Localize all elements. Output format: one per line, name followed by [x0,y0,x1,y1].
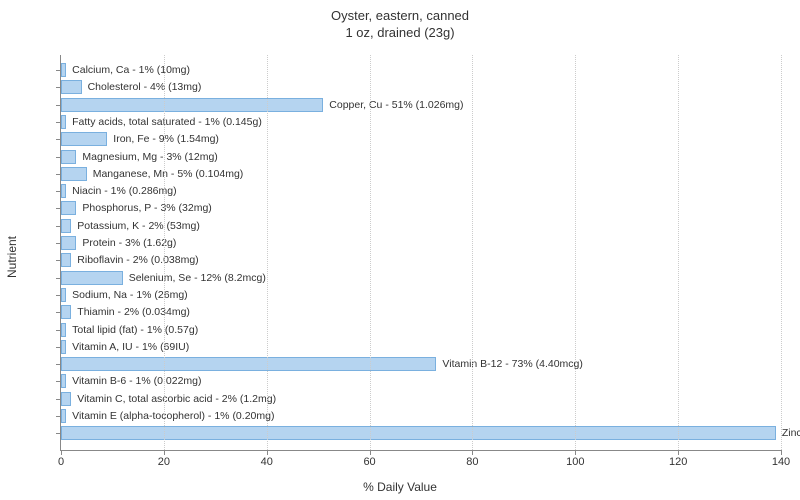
ytick-mark [56,122,61,123]
bar-label: Vitamin B-12 - 73% (4.40mcg) [436,357,582,371]
ytick-mark [56,330,61,331]
xtick-mark [267,450,268,455]
ytick-mark [56,191,61,192]
xtick-mark [472,450,473,455]
bar-label: Riboflavin - 2% (0.038mg) [71,253,198,267]
bar-label: Vitamin E (alpha-tocopherol) - 1% (0.20m… [66,409,274,423]
ytick-mark [56,433,61,434]
ytick-mark [56,226,61,227]
xtick-mark [370,450,371,455]
ytick-mark [56,312,61,313]
bar [61,305,71,319]
xtick-label: 60 [363,456,375,468]
bar-label: Vitamin C, total ascorbic acid - 2% (1.2… [71,392,276,406]
bar-label: Vitamin A, IU - 1% (69IU) [66,340,189,354]
xtick-label: 120 [669,456,687,468]
ytick-mark [56,70,61,71]
bar [61,80,82,94]
bar-label: Niacin - 1% (0.286mg) [66,184,176,198]
gridline [575,55,576,450]
ytick-mark [56,347,61,348]
bar [61,132,107,146]
bar-label: Thiamin - 2% (0.034mg) [71,305,190,319]
gridline [164,55,165,450]
xtick-label: 40 [261,456,273,468]
ytick-mark [56,208,61,209]
bar [61,201,76,215]
gridline [678,55,679,450]
xtick-mark [575,450,576,455]
bar-label: Total lipid (fat) - 1% (0.57g) [66,323,198,337]
ytick-mark [56,87,61,88]
y-axis-label: Nutrient [5,236,19,278]
ytick-mark [56,157,61,158]
bar-label: Selenium, Se - 12% (8.2mcg) [123,271,266,285]
chart-title: Oyster, eastern, canned 1 oz, drained (2… [0,0,800,42]
bar-label: Zinc, Zn - 139% (20.92mg) [776,426,800,440]
bar [61,167,87,181]
bar-label: Copper, Cu - 51% (1.026mg) [323,98,463,112]
gridline [781,55,782,450]
xtick-mark [164,450,165,455]
ytick-mark [56,105,61,106]
bar [61,253,71,267]
gridline [370,55,371,450]
bar [61,219,71,233]
xtick-mark [678,450,679,455]
bar [61,236,76,250]
ytick-mark [56,174,61,175]
bar-label: Sodium, Na - 1% (26mg) [66,288,188,302]
xtick-mark [61,450,62,455]
ytick-mark [56,243,61,244]
x-axis-label: % Daily Value [363,480,437,494]
bar [61,271,123,285]
ytick-mark [56,278,61,279]
bar-label: Vitamin B-6 - 1% (0.022mg) [66,374,201,388]
bar [61,98,323,112]
xtick-label: 0 [58,456,64,468]
ytick-mark [56,399,61,400]
gridline [472,55,473,450]
plot-area: Calcium, Ca - 1% (10mg) Cholesterol - 4% … [60,55,781,451]
xtick-label: 20 [158,456,170,468]
bar [61,150,76,164]
bar-label: Cholesterol - 4% (13mg) [82,80,202,94]
ytick-mark [56,364,61,365]
bar [61,392,71,406]
xtick-label: 100 [566,456,584,468]
title-line1: Oyster, eastern, canned [331,8,469,23]
ytick-mark [56,260,61,261]
ytick-mark [56,139,61,140]
ytick-mark [56,295,61,296]
xtick-label: 140 [772,456,790,468]
bar-label: Calcium, Ca - 1% (10mg) [66,63,190,77]
xtick-label: 80 [466,456,478,468]
bar [61,426,776,440]
bar-label: Phosphorus, P - 3% (32mg) [76,201,211,215]
bars-container: Calcium, Ca - 1% (10mg) Cholesterol - 4% … [61,55,781,450]
ytick-mark [56,416,61,417]
bar-label: Potassium, K - 2% (53mg) [71,219,200,233]
xtick-mark [781,450,782,455]
bar-label: Magnesium, Mg - 3% (12mg) [76,150,217,164]
gridline [267,55,268,450]
bar [61,357,436,371]
title-line2: 1 oz, drained (23g) [345,25,454,40]
nutrient-chart: Oyster, eastern, canned 1 oz, drained (2… [0,0,800,500]
ytick-mark [56,381,61,382]
bar-label: Protein - 3% (1.62g) [76,236,176,250]
bar-label: Manganese, Mn - 5% (0.104mg) [87,167,244,181]
